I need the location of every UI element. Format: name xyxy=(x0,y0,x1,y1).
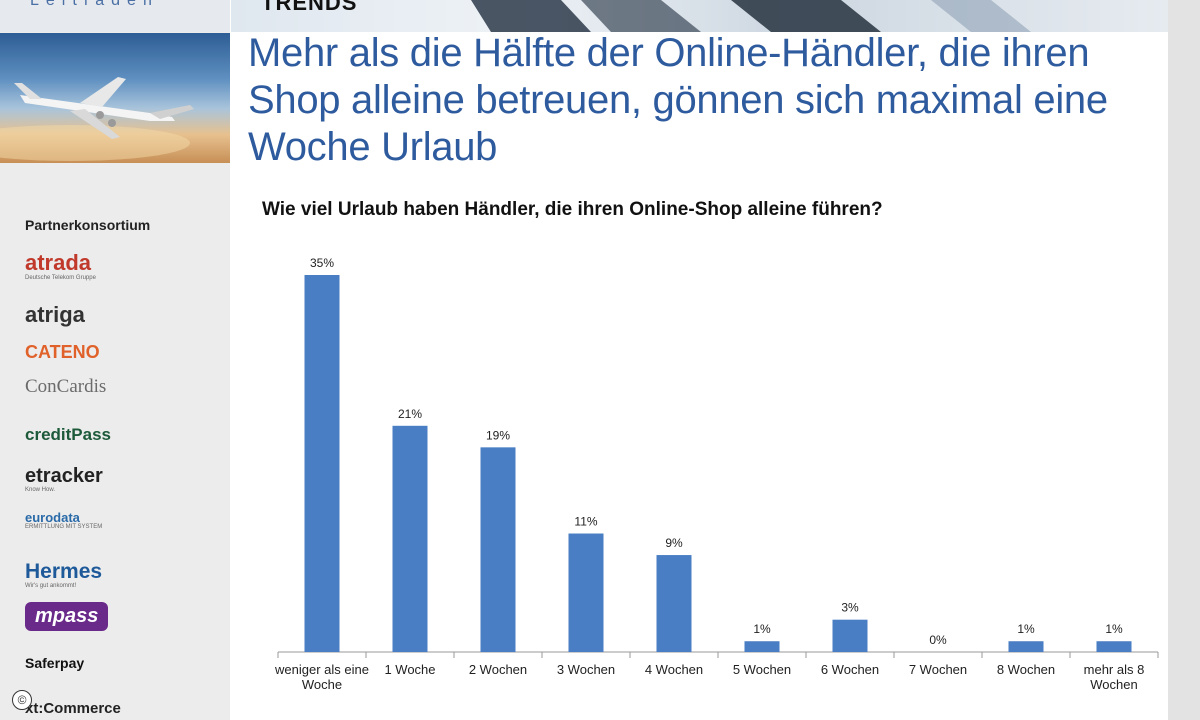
section-label: TRENDS xyxy=(261,0,358,15)
bar xyxy=(656,555,692,652)
x-tick-label: 2 Wochen xyxy=(469,662,527,677)
data-label: 35% xyxy=(310,256,334,270)
partner-name: Saferpay xyxy=(25,655,85,671)
x-tick-label: 4 Wochen xyxy=(645,662,703,677)
data-label: 1% xyxy=(1105,622,1123,636)
x-tick-label: 6 Wochen xyxy=(821,662,879,677)
partner-logo-xt-commerce[interactable]: xt:Commerce xyxy=(25,700,121,717)
partner-logo-etracker[interactable]: etracker Know How. xyxy=(25,465,103,493)
x-tick-label: 8 Wochen xyxy=(997,662,1055,677)
partner-subline: Know How. xyxy=(25,487,56,493)
sidebar: Leitfaden Partnerkonsortium atrada Deutsc… xyxy=(0,0,230,720)
data-label: 11% xyxy=(574,515,597,529)
partner-logo-saferpay[interactable]: Saferpay xyxy=(25,655,84,671)
headline: Mehr als die Hälfte der Online-Händler, … xyxy=(248,31,1108,169)
x-tick-label: Woche xyxy=(302,677,342,692)
partner-logo-mpass[interactable]: mpass xyxy=(25,602,109,631)
partner-subline: Deutsche Telekom Gruppe xyxy=(25,275,96,281)
bar xyxy=(480,447,516,652)
bar xyxy=(744,641,780,652)
partner-name: ConCardis xyxy=(25,376,107,397)
partner-logo-hermes[interactable]: Hermes Wir's gut ankommt! xyxy=(25,560,102,589)
bar xyxy=(304,275,340,652)
partner-name: atriga xyxy=(25,302,85,327)
airplane-image xyxy=(0,33,230,163)
partner-logo-creditpass[interactable]: creditPass xyxy=(25,425,111,445)
partner-name: CATENO xyxy=(25,342,100,362)
bar xyxy=(568,533,604,652)
x-tick-label: weniger als eine xyxy=(274,662,369,677)
x-tick-label: 7 Wochen xyxy=(909,662,967,677)
data-label: 0% xyxy=(929,633,947,647)
data-label: 1% xyxy=(1017,622,1035,636)
header-strip: TRENDS xyxy=(231,0,1168,32)
bar xyxy=(392,425,428,652)
partner-name: creditPass xyxy=(25,425,111,444)
data-label: 21% xyxy=(398,407,422,421)
data-label: 19% xyxy=(486,428,510,442)
x-tick-label: 1 Woche xyxy=(384,662,435,677)
partner-logo-atriga[interactable]: atriga xyxy=(25,302,85,328)
x-tick-label: 3 Wochen xyxy=(557,662,615,677)
data-label: 1% xyxy=(753,622,771,636)
partner-logo-eurodata[interactable]: eurodata ERMITTLUNG MIT SYSTEM xyxy=(25,510,102,530)
partner-logo-cateno[interactable]: CATENO xyxy=(25,342,100,363)
brand-tagline: Leitfaden xyxy=(30,0,159,9)
bar xyxy=(1096,641,1132,652)
bar xyxy=(1008,641,1044,652)
partner-name: atrada xyxy=(25,250,92,275)
partner-name: eurodata xyxy=(25,510,80,525)
partner-logo-atrada[interactable]: atrada Deutsche Telekom Gruppe xyxy=(25,250,96,281)
partner-name: etracker xyxy=(25,465,103,487)
right-scroll-area xyxy=(1168,0,1200,720)
chart-title: Wie viel Urlaub haben Händler, die ihren… xyxy=(262,199,883,220)
partner-logo-concardis[interactable]: ConCardis xyxy=(25,376,106,398)
data-label: 9% xyxy=(665,536,683,550)
x-tick-label: mehr als 8 xyxy=(1084,662,1145,677)
partner-name: mpass xyxy=(35,605,99,627)
partner-subline: Wir's gut ankommt! xyxy=(25,583,77,589)
header-graphic xyxy=(471,0,1031,32)
copyright-icon: © xyxy=(12,690,32,710)
airplane-icon xyxy=(0,77,194,161)
brand-strip: Leitfaden xyxy=(0,0,230,32)
x-tick-label: Wochen xyxy=(1090,677,1137,692)
x-tick-label: 5 Wochen xyxy=(733,662,791,677)
bar xyxy=(832,619,868,652)
partner-name: Hermes xyxy=(25,560,103,583)
data-label: 3% xyxy=(841,601,859,615)
partner-name: xt:Commerce xyxy=(25,700,121,717)
partners-title: Partnerkonsortium xyxy=(25,217,151,233)
partner-subline: ERMITTLUNG MIT SYSTEM xyxy=(25,524,103,530)
